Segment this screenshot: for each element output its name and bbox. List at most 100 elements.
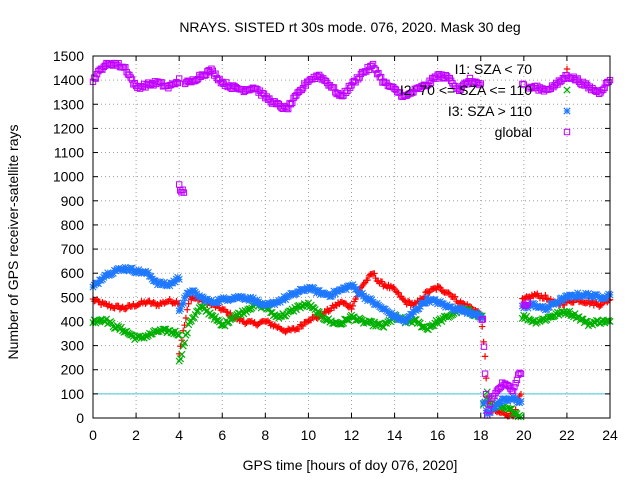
point (128, 264, 136, 272)
legend-label: I1: SZA < 70 (455, 61, 533, 77)
tick-labels: 0100200300400500600700800900100011001200… (53, 48, 618, 443)
point (160, 325, 168, 333)
point (325, 308, 332, 315)
point (183, 329, 191, 337)
data-points (89, 59, 614, 421)
point (479, 316, 487, 323)
point (176, 305, 185, 313)
point (342, 285, 350, 294)
point (388, 309, 396, 317)
x-tick-label: 16 (430, 427, 446, 443)
point (241, 295, 249, 304)
point (605, 78, 612, 86)
point (517, 397, 525, 405)
point (481, 353, 489, 360)
legend-label: global (495, 124, 532, 140)
point (563, 107, 571, 115)
point (437, 284, 444, 291)
chart-title: NRAYS. SISTED rt 30s mode. 076, 2020. Ma… (179, 19, 520, 35)
point (401, 318, 409, 326)
point (511, 383, 518, 391)
point (199, 294, 207, 302)
point (474, 310, 482, 319)
point (497, 399, 505, 407)
point (423, 294, 431, 302)
point (443, 301, 451, 309)
point (282, 328, 289, 336)
point (600, 86, 607, 93)
y-tick-label: 1300 (53, 96, 84, 112)
point (252, 299, 260, 307)
y-tick-label: 1400 (53, 72, 84, 88)
point (175, 275, 183, 283)
point (524, 299, 532, 306)
point (358, 289, 366, 298)
point (180, 339, 189, 347)
point (185, 300, 192, 307)
point (481, 370, 489, 377)
point (193, 290, 201, 298)
point (516, 369, 523, 377)
point (477, 80, 484, 87)
point (392, 311, 400, 319)
x-tick-label: 8 (261, 427, 269, 443)
point (480, 343, 488, 350)
point (571, 310, 579, 318)
legend-swatch (563, 107, 571, 115)
legend-swatch (563, 86, 571, 94)
x-tick-label: 6 (218, 427, 226, 443)
point (411, 316, 419, 324)
legend-swatch (563, 128, 571, 136)
point (372, 274, 379, 282)
y-tick-label: 600 (61, 265, 85, 281)
legend-label: I3: SZA > 110 (448, 103, 532, 119)
x-tick-label: 14 (387, 427, 403, 443)
point (563, 86, 571, 94)
point (248, 296, 256, 304)
point (563, 128, 571, 136)
point (509, 387, 517, 395)
point (451, 293, 459, 300)
point (368, 296, 376, 304)
y-tick-label: 1100 (54, 145, 84, 161)
point (127, 74, 134, 81)
point (100, 273, 108, 281)
point (512, 380, 519, 387)
point (160, 278, 168, 286)
y-tick-label: 1500 (53, 48, 84, 64)
point (445, 289, 452, 296)
point (371, 270, 378, 277)
plot-frame (92, 55, 611, 419)
legend-swatch (563, 65, 571, 73)
y-tick-label: 800 (61, 217, 85, 233)
point (482, 390, 490, 398)
x-tick-label: 0 (89, 427, 97, 443)
x-axis-label: GPS time [hours of doy 076, 2020] (243, 457, 458, 473)
point (175, 75, 183, 82)
point (378, 278, 386, 285)
point (175, 331, 183, 339)
point (395, 289, 402, 297)
point (458, 308, 466, 316)
x-tick-label: 24 (602, 427, 618, 443)
point (482, 374, 490, 382)
y-tick-label: 500 (61, 289, 85, 305)
point (580, 292, 589, 300)
point (353, 285, 361, 293)
y-tick-label: 200 (61, 362, 85, 378)
point (213, 299, 221, 307)
point (578, 315, 586, 323)
point (478, 314, 486, 323)
point (380, 323, 388, 331)
point (348, 305, 355, 313)
point (465, 307, 473, 316)
point (517, 370, 525, 377)
point (545, 303, 554, 311)
point (360, 280, 367, 288)
point (174, 331, 182, 339)
y-tick-label: 1200 (53, 120, 84, 136)
point (386, 312, 395, 320)
y-tick-label: 1000 (53, 169, 84, 185)
point (369, 322, 377, 330)
x-tick-label: 12 (344, 427, 360, 443)
